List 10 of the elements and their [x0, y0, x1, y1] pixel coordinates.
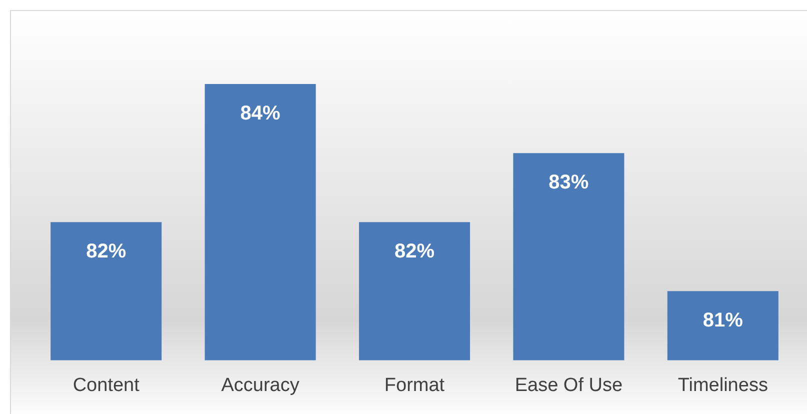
data-label: 81% — [702, 310, 744, 332]
x-tick-label: Content — [72, 374, 140, 396]
x-tick-label: Format — [384, 374, 446, 396]
data-label: 82% — [86, 240, 126, 263]
x-tick-label: Ease Of Use — [514, 374, 623, 396]
x-tick-label: Timeliness — [678, 374, 768, 396]
x-tick-label: Accuracy — [221, 374, 300, 396]
data-label: 84% — [240, 102, 281, 125]
data-label: 83% — [548, 172, 589, 194]
data-label: 82% — [394, 240, 435, 263]
